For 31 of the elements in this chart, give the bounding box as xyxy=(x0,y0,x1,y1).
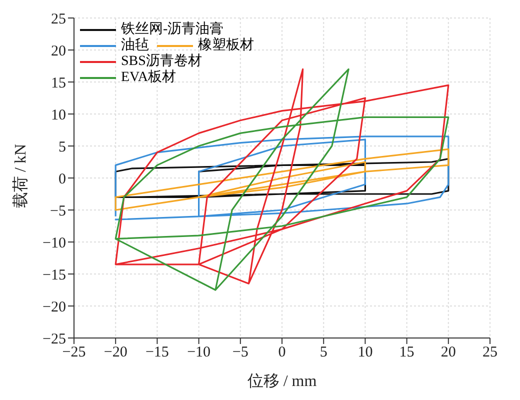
x-tick-label: 10 xyxy=(358,344,373,361)
x-tick-label: 15 xyxy=(399,344,414,361)
y-axis-title: 载荷 / kN xyxy=(12,144,30,208)
x-tick-label: 5 xyxy=(320,344,328,361)
y-tick-label: −15 xyxy=(42,267,66,284)
x-tick-label: −5 xyxy=(232,344,248,361)
y-tick-label: 0 xyxy=(58,171,66,188)
legend-label: 油毡 xyxy=(121,38,149,54)
legend-label: SBS沥青卷材 xyxy=(121,54,202,70)
line-series xyxy=(114,136,450,220)
legend-label: 铁丝网-沥青油膏 xyxy=(121,22,224,37)
x-tick-label: 0 xyxy=(278,344,286,361)
line-series xyxy=(114,158,450,198)
y-tick-label: −5 xyxy=(50,203,66,220)
y-tick-label: −20 xyxy=(42,299,66,316)
x-tick-label: −20 xyxy=(104,344,128,361)
y-tick-label: −10 xyxy=(42,235,66,252)
y-tick-label: 20 xyxy=(51,43,66,60)
legend-label: EVA板材 xyxy=(121,70,176,86)
x-axis-title: 位移 / mm xyxy=(247,373,318,390)
legend-label: 橡塑板材 xyxy=(198,38,254,54)
y-tick-label: 10 xyxy=(51,107,66,124)
x-tick-label: 25 xyxy=(482,344,498,361)
y-tick-label: 5 xyxy=(58,139,66,156)
x-tick-label: 20 xyxy=(440,344,456,361)
line-series xyxy=(114,148,450,211)
y-tick-label: −25 xyxy=(42,331,66,348)
y-tick-label: 15 xyxy=(51,75,66,92)
x-tick-label: −10 xyxy=(187,344,211,361)
y-tick-label: 25 xyxy=(51,11,66,28)
x-tick-label: −15 xyxy=(145,344,169,361)
